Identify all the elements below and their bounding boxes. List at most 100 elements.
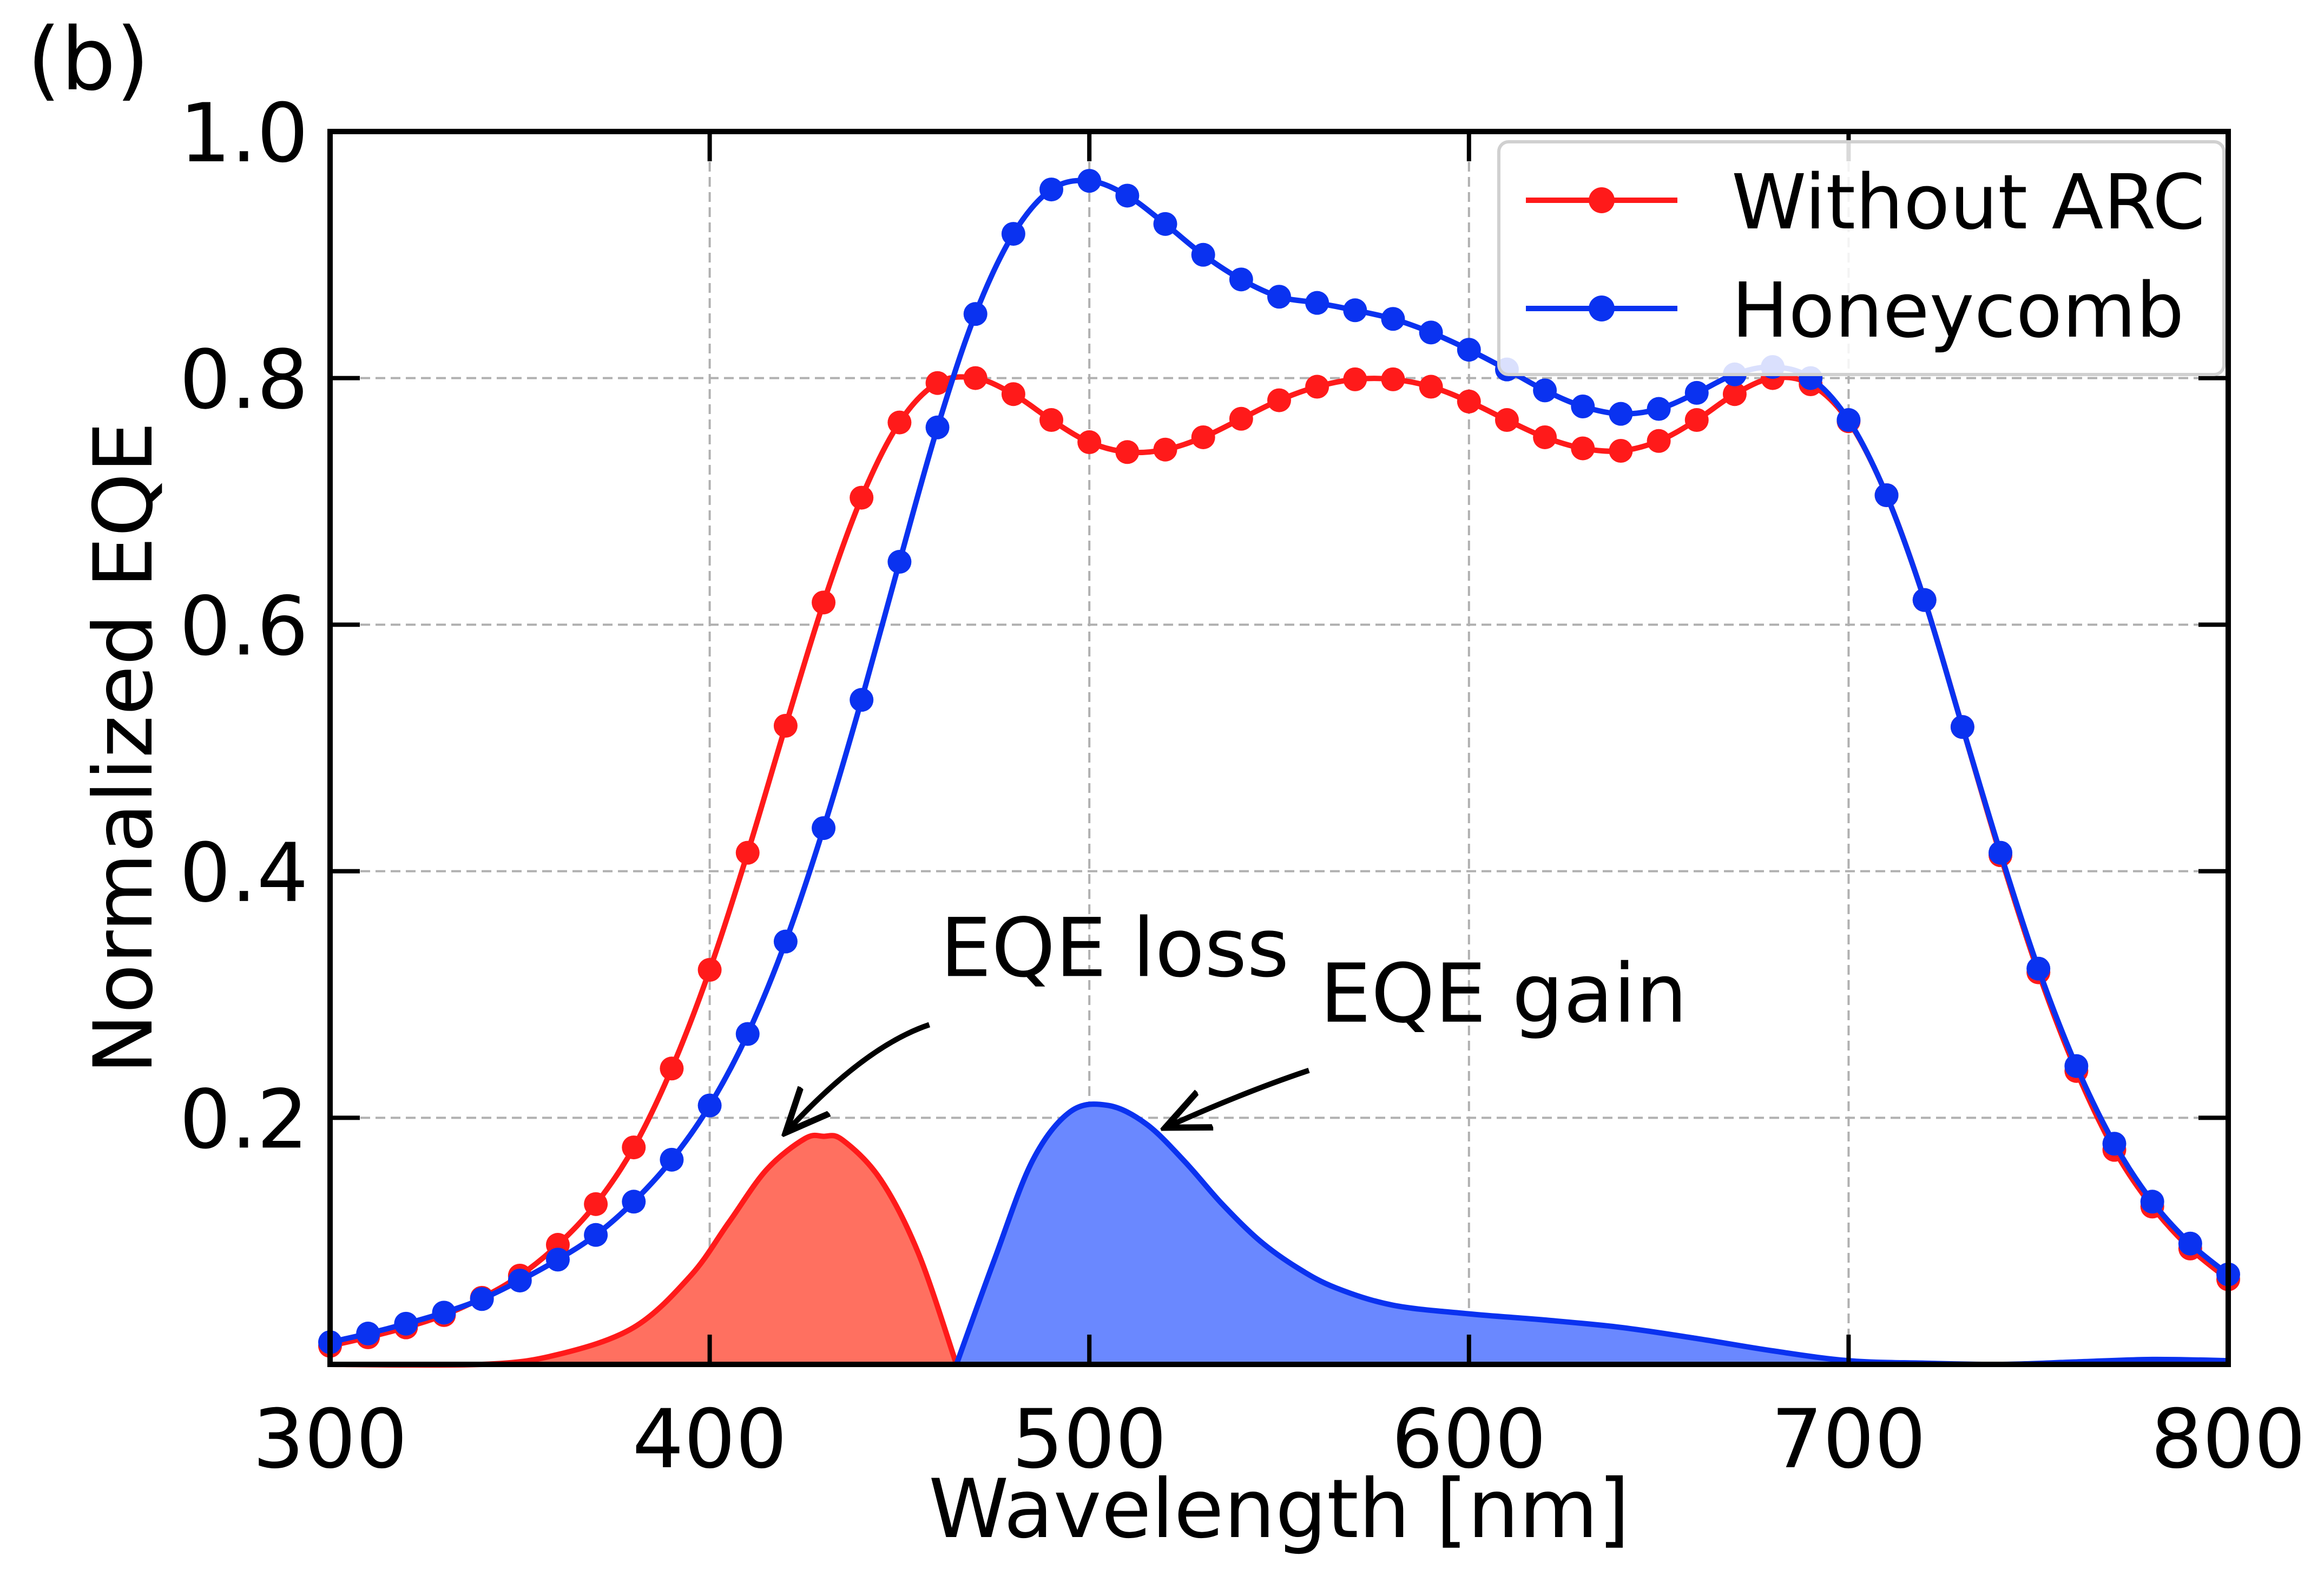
data-point-honeycomb xyxy=(1912,588,1937,612)
data-point-honeycomb xyxy=(2064,1054,2089,1078)
legend: Without ARC Honeycomb xyxy=(1497,140,2226,376)
data-point-without-arc xyxy=(963,366,987,390)
data-point-honeycomb xyxy=(1381,307,1405,331)
data-point-without-arc xyxy=(1115,440,1140,464)
data-point-honeycomb xyxy=(1684,380,1709,405)
data-point-without-arc xyxy=(925,371,950,395)
data-point-honeycomb xyxy=(508,1269,532,1293)
data-point-honeycomb xyxy=(1343,298,1367,323)
series-line-honeycomb xyxy=(329,178,2230,1345)
data-point-without-arc xyxy=(850,485,874,510)
data-point-without-arc xyxy=(1191,425,1215,449)
data-point-without-arc xyxy=(1153,437,1177,462)
data-point-honeycomb xyxy=(1836,408,1861,432)
data-point-honeycomb xyxy=(1571,394,1595,418)
filled-curves xyxy=(330,1101,2229,1368)
data-point-without-arc xyxy=(773,713,798,738)
data-point-without-arc xyxy=(812,590,836,615)
data-point-honeycomb xyxy=(1989,840,2013,865)
data-point-honeycomb xyxy=(1609,402,1633,426)
x-tick-label: 500 xyxy=(1012,1393,1167,1487)
data-point-honeycomb xyxy=(1950,715,1974,739)
data-point-honeycomb xyxy=(470,1287,494,1311)
data-point-honeycomb xyxy=(432,1301,456,1325)
axis-ticks: 300 400 500 600 700 800 0.2 0.4 0.6 0.8 1.0 xyxy=(179,87,2306,1487)
data-point-honeycomb xyxy=(1001,222,1025,246)
annotation-eqe-gain: EQE gain xyxy=(1320,947,1687,1041)
data-point-without-arc xyxy=(1305,375,1329,399)
data-point-without-arc xyxy=(1381,367,1405,391)
y-tick-label: 0.8 xyxy=(179,333,308,428)
data-point-honeycomb xyxy=(925,415,950,439)
y-tick-label: 0.4 xyxy=(179,826,308,921)
annotation-eqe-loss: EQE loss xyxy=(940,901,1289,995)
data-point-honeycomb xyxy=(1305,291,1329,315)
data-point-without-arc xyxy=(1267,388,1291,412)
data-point-honeycomb xyxy=(1115,183,1140,208)
data-point-honeycomb xyxy=(735,1022,760,1046)
data-point-honeycomb xyxy=(2140,1190,2164,1214)
data-point-honeycomb xyxy=(1077,169,1102,193)
panel-label: (b) xyxy=(27,9,149,110)
data-point-honeycomb xyxy=(963,302,987,326)
data-point-without-arc xyxy=(887,410,912,435)
legend-box xyxy=(1497,140,2226,376)
annotations: EQE loss EQE gain xyxy=(786,901,1687,1132)
data-point-honeycomb xyxy=(1457,338,1481,362)
data-point-honeycomb xyxy=(773,929,798,954)
data-point-without-arc xyxy=(660,1056,684,1081)
y-tick-label: 0.2 xyxy=(179,1073,308,1167)
data-point-honeycomb xyxy=(1039,178,1064,202)
data-point-honeycomb xyxy=(2178,1231,2202,1256)
data-point-without-arc xyxy=(1609,439,1633,463)
data-point-honeycomb xyxy=(1874,483,1899,508)
data-point-honeycomb xyxy=(356,1322,380,1346)
data-point-without-arc xyxy=(1343,367,1367,391)
filled-curve-outline xyxy=(330,1132,959,1368)
plot-frame xyxy=(327,129,2231,1367)
y-tick-label: 1.0 xyxy=(179,87,308,181)
x-axis-label: Wavelength [nm] xyxy=(929,1462,1630,1557)
data-point-without-arc xyxy=(1533,425,1557,449)
x-tick-label: 700 xyxy=(1771,1393,1926,1487)
legend-marker-honeycomb xyxy=(1589,296,1615,321)
data-point-honeycomb xyxy=(622,1190,646,1214)
data-point-without-arc xyxy=(1495,408,1519,432)
data-point-honeycomb xyxy=(697,1093,722,1118)
data-point-honeycomb xyxy=(1419,320,1443,345)
filled-area-eqe-gain xyxy=(956,1104,2228,1365)
arrow-eqe-gain xyxy=(1166,1067,1310,1128)
data-point-honeycomb xyxy=(1153,212,1177,236)
data-point-without-arc xyxy=(1457,389,1481,413)
y-tick-label: 0.6 xyxy=(179,580,308,674)
series-line-without-arc xyxy=(329,374,2230,1349)
data-point-without-arc xyxy=(1039,408,1064,432)
data-point-honeycomb xyxy=(812,816,836,840)
y-axis-label: Normalized EQE xyxy=(77,422,171,1074)
data-point-honeycomb xyxy=(887,550,912,574)
x-tick-label: 400 xyxy=(632,1393,787,1487)
data-point-without-arc xyxy=(697,958,722,982)
data-point-without-arc xyxy=(1077,430,1102,455)
data-point-without-arc xyxy=(1001,382,1025,406)
data-point-honeycomb xyxy=(1191,242,1215,267)
data-point-without-arc xyxy=(1722,382,1747,406)
x-tick-label: 300 xyxy=(253,1393,407,1487)
filled-area-eqe-loss xyxy=(330,1135,957,1365)
data-point-honeycomb xyxy=(2026,956,2051,981)
data-point-honeycomb xyxy=(850,688,874,712)
data-point-without-arc xyxy=(1684,408,1709,432)
x-tick-label: 800 xyxy=(2151,1393,2306,1487)
data-point-honeycomb xyxy=(545,1247,570,1272)
data-point-without-arc xyxy=(622,1135,646,1160)
data-point-without-arc xyxy=(1647,429,1671,453)
data-point-honeycomb xyxy=(660,1147,684,1172)
arrow-eqe-loss xyxy=(786,1022,931,1132)
data-point-without-arc xyxy=(584,1192,608,1216)
data-point-without-arc xyxy=(1571,436,1595,461)
data-point-honeycomb xyxy=(2102,1132,2127,1156)
data-point-honeycomb xyxy=(1647,397,1671,421)
legend-marker-without-arc xyxy=(1589,187,1615,213)
legend-label-without-arc: Without ARC xyxy=(1732,159,2205,247)
